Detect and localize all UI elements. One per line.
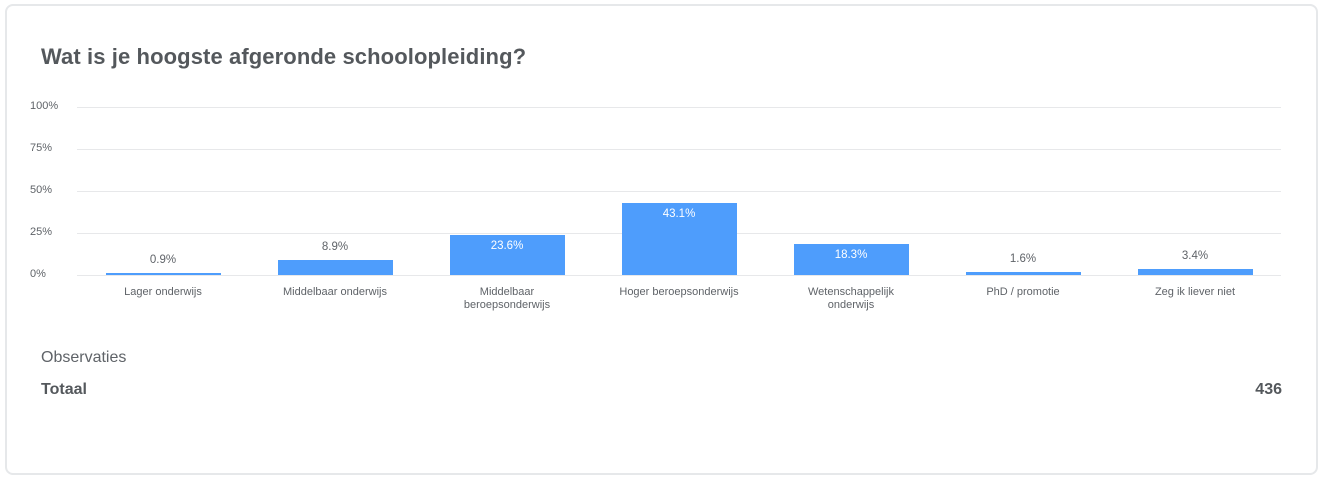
x-axis-label: PhD / promotie: [943, 286, 1103, 299]
gridline-50: [77, 191, 1281, 192]
x-axis-label-line: beroepsonderwijs: [463, 299, 551, 311]
y-tick-25: 25%: [30, 226, 53, 238]
bar[interactable]: [449, 235, 565, 275]
question-title: Wat is je hoogste afgeronde schoolopleid…: [41, 44, 527, 69]
gridline-75: [77, 149, 1281, 150]
x-axis-label-line: Hoger beroepsonderwijs: [619, 286, 739, 298]
x-axis-label: Middelbaar beroepsonderwijs: [427, 286, 587, 312]
observations-heading: Observaties: [41, 349, 127, 366]
bar[interactable]: [621, 202, 737, 275]
x-axis-label-line: Wetenschappelijk: [807, 286, 894, 298]
x-axis-label-line: PhD / promotie: [986, 286, 1060, 298]
gridline-0: [77, 275, 1281, 276]
x-axis-label-line: Middelbaar: [479, 286, 535, 298]
bar-value-label: 0.9%: [149, 254, 177, 266]
y-tick-100: 100%: [30, 100, 59, 112]
x-axis-label-line: Lager onderwijs: [124, 286, 202, 298]
bar[interactable]: [105, 273, 221, 275]
gridline-100: [77, 107, 1281, 108]
total-label: Totaal: [41, 381, 87, 398]
bar-chart: 100% 75% 50% 25% 0% 0.9% Lager onderwijs 8…: [30, 100, 1281, 312]
x-axis-label: Wetenschappelijk onderwijs: [771, 286, 931, 312]
bar[interactable]: [1137, 269, 1253, 275]
x-axis-label: Lager onderwijs: [83, 286, 243, 299]
y-tick-75: 75%: [30, 142, 53, 154]
x-axis-label: Hoger beroepsonderwijs: [599, 286, 759, 299]
bar-value-label: 8.9%: [321, 241, 349, 254]
bar-value-label: 3.4%: [1181, 250, 1209, 263]
bar-value-label: 43.1%: [662, 207, 696, 220]
bar-value-label: 1.6%: [1009, 253, 1037, 266]
bar[interactable]: [277, 260, 393, 275]
y-tick-50: 50%: [30, 184, 53, 196]
x-axis-label-line: onderwijs: [827, 299, 875, 311]
x-axis-label-line: Zeg ik liever niet: [1154, 286, 1236, 298]
total-value: 436: [1255, 381, 1282, 398]
x-axis-label-line: Middelbaar onderwijs: [283, 286, 387, 298]
x-axis-label: Zeg ik liever niet: [1115, 286, 1275, 299]
bar[interactable]: [793, 244, 909, 275]
bar[interactable]: [965, 272, 1081, 275]
y-tick-0: 0%: [30, 268, 46, 280]
x-axis-label: Middelbaar onderwijs: [255, 286, 415, 299]
bar-value-label: 18.3%: [834, 249, 868, 262]
bar-value-label: 23.6%: [490, 240, 524, 253]
